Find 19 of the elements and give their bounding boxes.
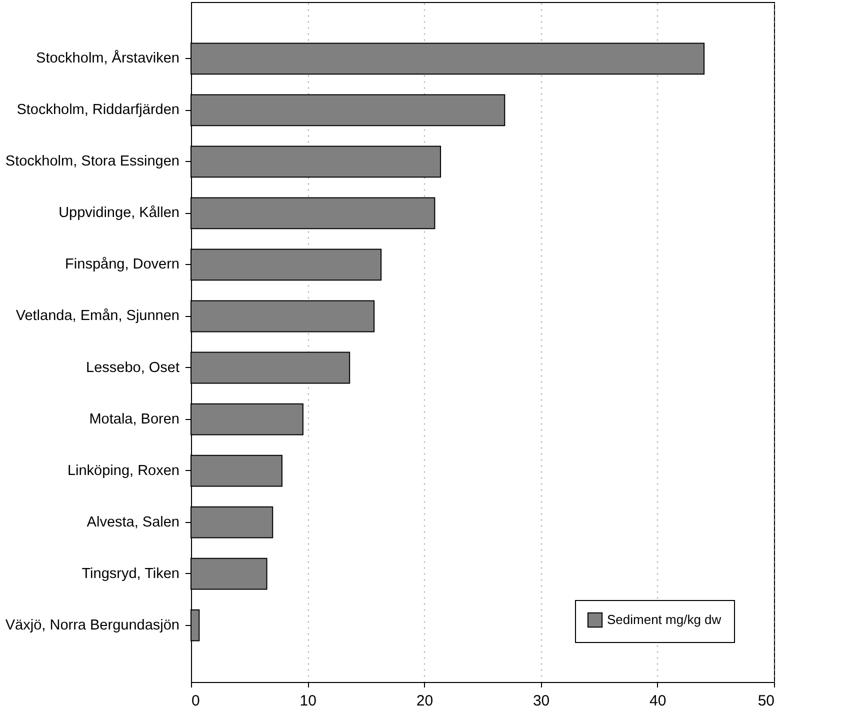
x-tick-label: 50: [758, 692, 774, 710]
y-tick-label: Stockholm, Stora Essingen: [5, 154, 180, 170]
y-tick-label: Lessebo, Oset: [86, 360, 180, 376]
x-tick-label: 0: [192, 692, 200, 710]
y-tick-label: Stockholm, Årstaviken: [36, 50, 180, 67]
x-tick-label: 40: [650, 692, 666, 710]
x-tick-label: 20: [416, 692, 434, 710]
y-tick-label: Alvesta, Salen: [86, 514, 180, 530]
legend-label: Sediment mg/kg dw: [607, 612, 722, 627]
y-tick-label: Stockholm, Riddarfjärden: [16, 102, 180, 118]
x-tick-label: 30: [532, 692, 550, 710]
y-tick-label: Motala, Boren: [89, 411, 180, 428]
x-tick-label: 10: [300, 692, 316, 710]
y-tick-label: Linköping, Roxen: [67, 462, 180, 479]
y-tick-label: Tingsryd, Tiken: [82, 566, 180, 582]
y-tick-label: Uppvidinge, Kållen: [58, 205, 180, 222]
y-tick-label: Finspång, Dovern: [65, 256, 180, 273]
y-tick-label: Växjö, Norra Bergundasjön: [5, 617, 180, 634]
y-tick-label: Vetlanda, Emån, Sjunnen: [16, 308, 180, 324]
